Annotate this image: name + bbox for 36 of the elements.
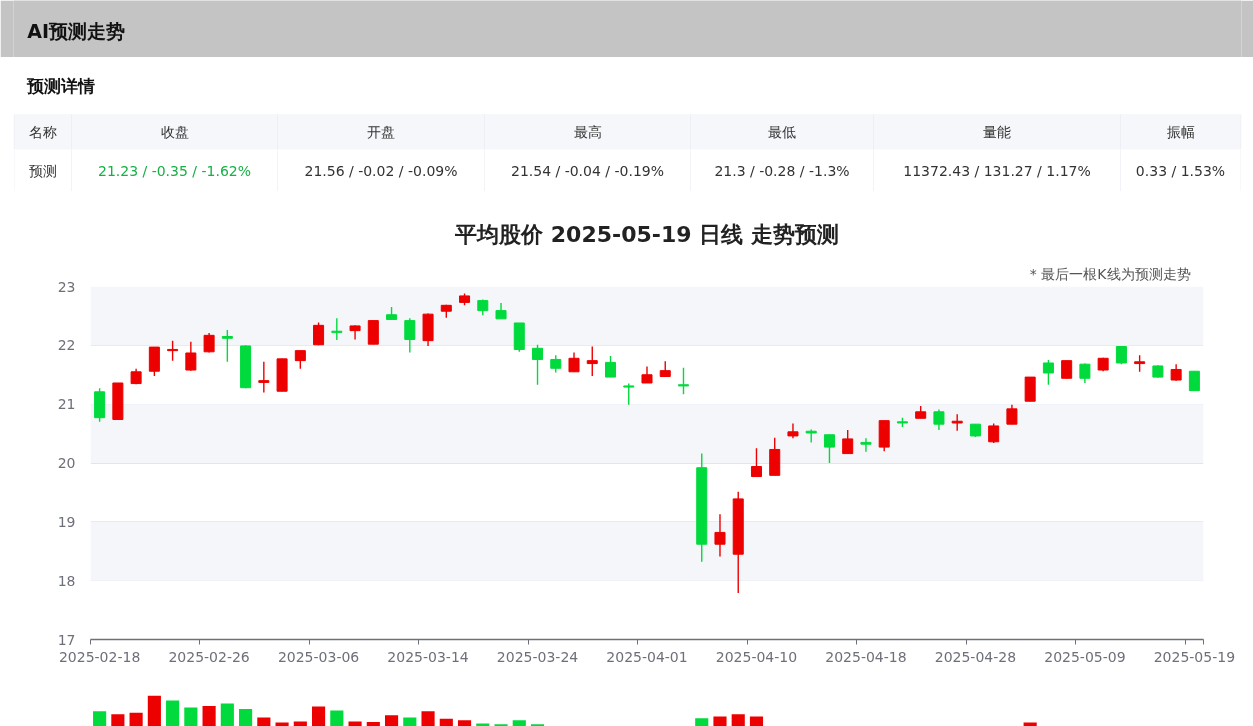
text: 21.23 / -0.35 / -1.62% bbox=[97, 162, 252, 179]
text: 预测详情 bbox=[26, 75, 96, 96]
category-label: 最高 bbox=[573, 124, 602, 140]
y-tick-label: 19 bbox=[57, 513, 76, 530]
x-tick-label: 2025-04-10 bbox=[715, 648, 798, 665]
category-label: 开盘 bbox=[367, 124, 395, 140]
x-tick-label: 2025-05-19 bbox=[1153, 648, 1236, 665]
y-tick-label: 23 bbox=[57, 278, 76, 295]
y-tick-label: 21 bbox=[57, 396, 76, 413]
category-label: 最低 bbox=[768, 124, 796, 140]
x-tick-label: 2025-04-18 bbox=[825, 648, 907, 665]
category-label: 量能 bbox=[983, 124, 1011, 140]
y-tick-label: 18 bbox=[57, 572, 76, 589]
x-tick-label: 2025-02-18 bbox=[58, 648, 141, 665]
category-label: 振幅 bbox=[1166, 124, 1195, 140]
x-tick-label: 2025-04-28 bbox=[934, 648, 1017, 665]
category-label: 收盘 bbox=[160, 124, 189, 140]
x-tick-label: 2025-03-14 bbox=[387, 648, 469, 665]
x-tick-label: 2025-04-01 bbox=[606, 648, 688, 665]
text: 0.33 / 1.53% bbox=[1135, 162, 1226, 179]
text: 预测 bbox=[29, 162, 57, 179]
x-tick-label: 2025-03-06 bbox=[277, 648, 360, 665]
y-tick-label: 17 bbox=[57, 631, 76, 648]
text: 11372.43 / 131.27 / 1.17% bbox=[903, 162, 1091, 179]
text: 21.3 / -0.28 / -1.3% bbox=[714, 162, 850, 179]
text: 21.56 / -0.02 / -0.09% bbox=[304, 162, 458, 179]
x-tick-label: 2025-03-24 bbox=[496, 648, 579, 665]
category-label: 名称 bbox=[29, 124, 57, 140]
y-tick-label: 20 bbox=[57, 455, 76, 471]
text: AI预测走势 bbox=[27, 19, 125, 42]
y-tick-label: 22 bbox=[57, 337, 76, 354]
x-tick-label: 2025-02-26 bbox=[168, 648, 250, 665]
chart-title: 平均股价 2025-05-19 日线 走势预测 bbox=[454, 221, 839, 247]
text: * 最后一根K线为预测走势 bbox=[1029, 265, 1191, 282]
text: 21.54 / -0.04 / -0.19% bbox=[510, 162, 665, 179]
x-tick-label: 2025-05-09 bbox=[1044, 648, 1126, 665]
